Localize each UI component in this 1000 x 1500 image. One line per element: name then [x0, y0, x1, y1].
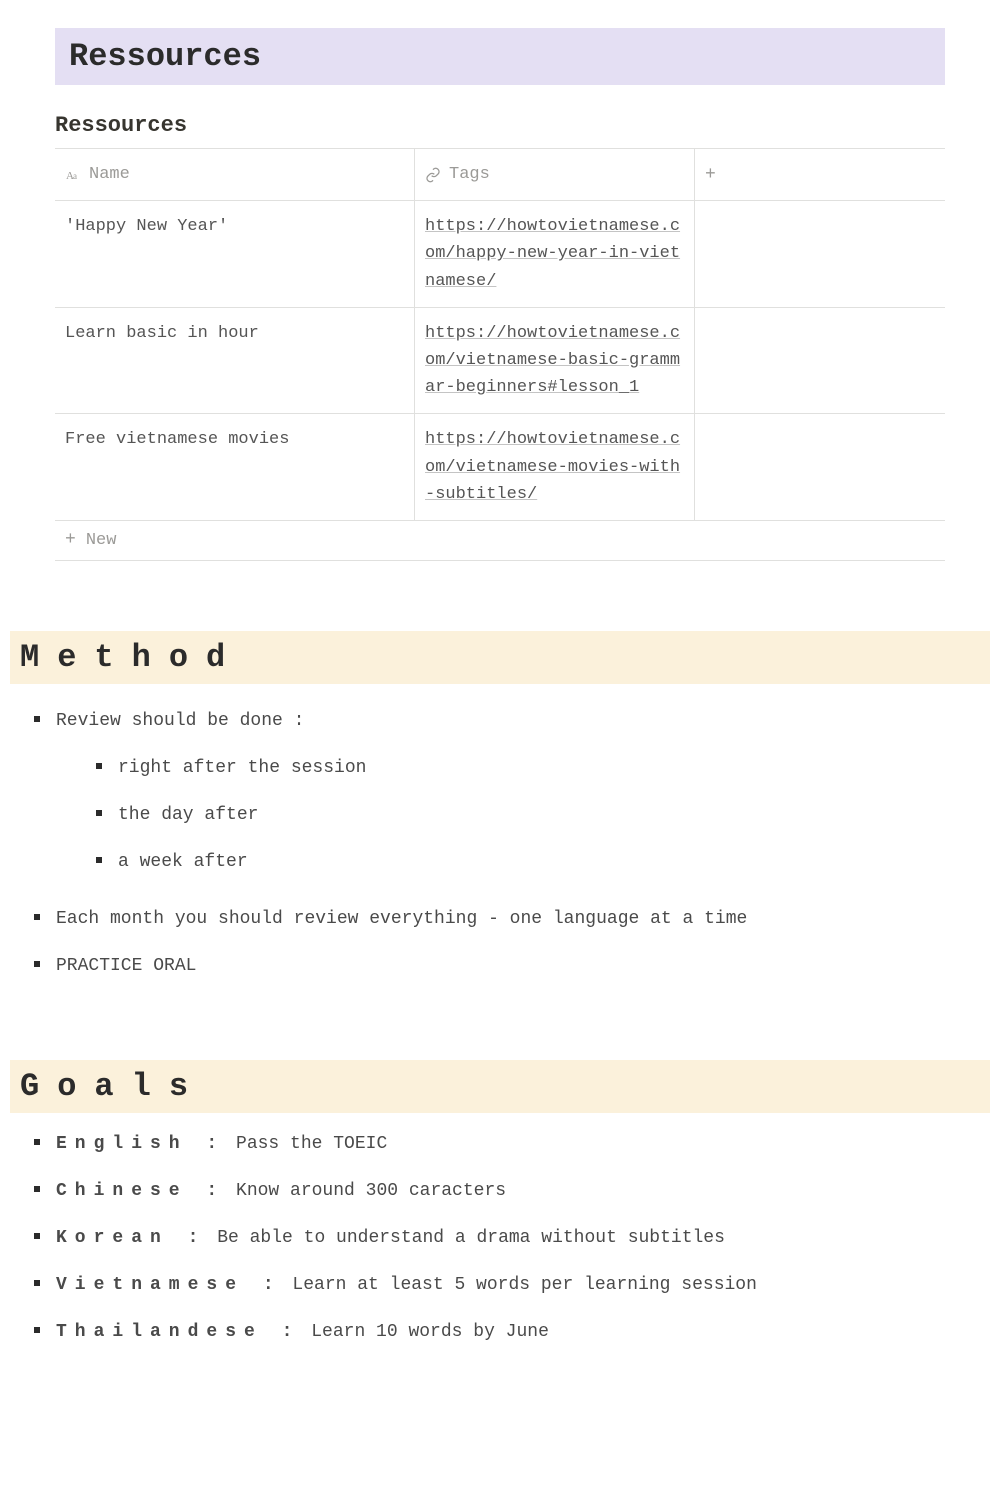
title-property-icon: A a: [65, 167, 81, 183]
goal-language: Korean :: [56, 1228, 206, 1248]
add-column-button[interactable]: +: [695, 149, 945, 200]
plus-icon: +: [705, 166, 716, 184]
ressources-section: Ressources Ressources A a Name Tags +: [0, 0, 1000, 561]
method-section: Method Review should be done : right aft…: [0, 631, 1000, 990]
column-header-name-label: Name: [89, 161, 130, 188]
table-header-row: A a Name Tags +: [55, 149, 945, 201]
cell-name[interactable]: Free vietnamese movies: [55, 414, 415, 520]
goal-language: Vietnamese :: [56, 1275, 282, 1295]
list-item: Vietnamese : Learn at least 5 words per …: [34, 1262, 990, 1309]
cell-tags[interactable]: https://howtovietnamese.com/vietnamese-b…: [415, 308, 695, 414]
goal-text: Learn 10 words by June: [300, 1322, 548, 1342]
column-header-tags-label: Tags: [449, 161, 490, 188]
new-row-label: New: [86, 531, 117, 550]
cell-tags[interactable]: https://howtovietnamese.com/happy-new-ye…: [415, 201, 695, 307]
svg-text:a: a: [73, 171, 77, 181]
cell-name[interactable]: 'Happy New Year': [55, 201, 415, 307]
goals-section: Goals English : Pass the TOEIC Chinese :…: [0, 1060, 1000, 1356]
table-row[interactable]: Learn basic in hour https://howtovietnam…: [55, 308, 945, 415]
list-item: Korean : Be able to understand a drama w…: [34, 1215, 990, 1262]
cell-empty: [695, 201, 945, 307]
ressources-banner: Ressources: [55, 28, 945, 85]
table-row[interactable]: Free vietnamese movies https://howtoviet…: [55, 414, 945, 521]
ressources-table: A a Name Tags + 'Happy New Year' https:/…: [55, 148, 945, 561]
list-item-text: Review should be done :: [56, 711, 304, 731]
list-item: PRACTICE ORAL: [34, 943, 990, 990]
goals-list: English : Pass the TOEIC Chinese : Know …: [10, 1113, 990, 1356]
cell-name[interactable]: Learn basic in hour: [55, 308, 415, 414]
goal-text: Pass the TOEIC: [225, 1134, 387, 1154]
goals-banner: Goals: [10, 1060, 990, 1113]
column-header-tags[interactable]: Tags: [415, 149, 695, 200]
new-row-button[interactable]: + New: [55, 521, 945, 561]
method-banner: Method: [10, 631, 990, 684]
column-header-name[interactable]: A a Name: [55, 149, 415, 200]
goal-language: Thailandese :: [56, 1322, 300, 1342]
list-item: Chinese : Know around 300 caracters: [34, 1168, 990, 1215]
list-item: the day after: [96, 792, 990, 839]
list-item: Each month you should review everything …: [34, 896, 990, 943]
method-sublist: right after the session the day after a …: [56, 735, 990, 886]
plus-icon: +: [65, 531, 76, 549]
cell-empty: [695, 414, 945, 520]
list-item: right after the session: [96, 745, 990, 792]
ressources-subtitle: Ressources: [55, 113, 945, 138]
list-item: Thailandese : Learn 10 words by June: [34, 1309, 990, 1356]
goal-text: Know around 300 caracters: [225, 1181, 506, 1201]
goal-language: English :: [56, 1134, 225, 1154]
method-list: Review should be done : right after the …: [10, 684, 990, 990]
goal-language: Chinese :: [56, 1181, 225, 1201]
list-item: English : Pass the TOEIC: [34, 1121, 990, 1168]
list-item: a week after: [96, 839, 990, 886]
link-property-icon: [425, 167, 441, 183]
cell-tags[interactable]: https://howtovietnamese.com/vietnamese-m…: [415, 414, 695, 520]
goal-text: Learn at least 5 words per learning sess…: [282, 1275, 757, 1295]
table-row[interactable]: 'Happy New Year' https://howtovietnamese…: [55, 201, 945, 308]
list-item: Review should be done : right after the …: [34, 698, 990, 896]
goal-text: Be able to understand a drama without su…: [206, 1228, 724, 1248]
cell-empty: [695, 308, 945, 414]
